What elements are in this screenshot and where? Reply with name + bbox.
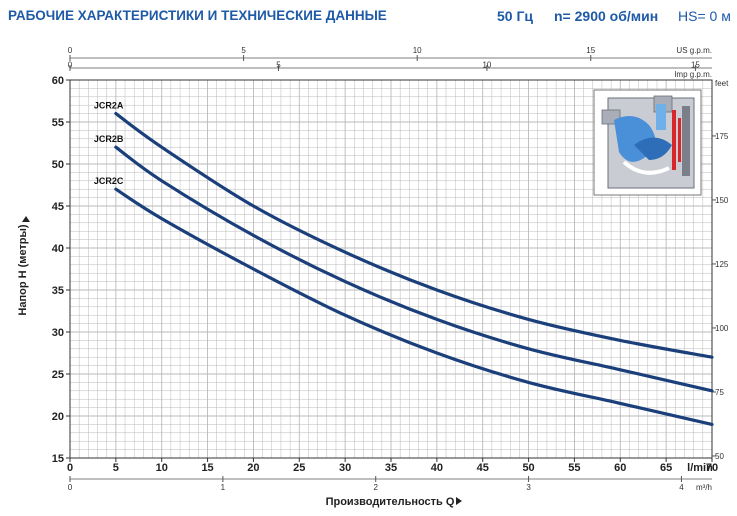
imp-gpm-tick-label: 5 (276, 61, 281, 70)
x-unit-label: l/min (687, 462, 713, 474)
feet-tick-label: 150 (715, 196, 729, 205)
feet-tick-label: 50 (715, 452, 724, 461)
m3h-tick-label: 1 (221, 483, 226, 492)
series-label-jcr2a: JCR2A (94, 101, 124, 111)
x-tick-label: 70 (706, 462, 718, 474)
feet-tick-label: 100 (715, 324, 729, 333)
feet-tick-label: 75 (715, 388, 724, 397)
us-gpm-tick-label: 5 (241, 46, 246, 55)
us-gpm-tick-label: 10 (413, 46, 422, 55)
y-tick-label: 40 (52, 243, 64, 255)
imp-gpm-tick-label: 0 (68, 61, 73, 70)
x-tick-label: 25 (293, 462, 305, 474)
y-tick-label: 55 (52, 117, 64, 129)
x-tick-label: 15 (201, 462, 213, 474)
imp-gpm-unit-label: Imp g.p.m. (674, 70, 712, 79)
x-tick-label: 65 (660, 462, 672, 474)
us-gpm-unit-label: US g.p.m. (676, 46, 712, 55)
m3h-tick-label: 3 (526, 483, 531, 492)
feet-unit-label: feet (715, 79, 729, 88)
us-gpm-tick-label: 0 (68, 46, 73, 55)
m3h-unit-label: m³/h (696, 483, 712, 492)
frequency-label: 50 Гц (497, 8, 534, 24)
m3h-tick-label: 4 (679, 483, 684, 492)
m3h-tick-label: 2 (373, 483, 378, 492)
x-axis-title: Производительность Q (326, 496, 455, 508)
x-tick-label: 55 (568, 462, 580, 474)
series-line-jcr2b (114, 145, 714, 393)
x-tick-label: 20 (247, 462, 259, 474)
hs-label: HS= 0 м (678, 8, 731, 24)
y-tick-label: 35 (52, 285, 64, 297)
x-axis-title-arrow-icon (456, 497, 462, 505)
page-title: РАБОЧИЕ ХАРАКТЕРИСТИКИ И ТЕХНИЧЕСКИЕ ДАН… (8, 8, 387, 23)
y-tick-label: 25 (52, 369, 64, 381)
x-tick-label: 60 (614, 462, 626, 474)
pump-cross-section-icon (593, 89, 702, 196)
x-tick-label: 30 (339, 462, 351, 474)
y-axis-title: Напор H (метры) (17, 224, 29, 315)
x-tick-label: 35 (385, 462, 397, 474)
x-tick-label: 5 (113, 462, 119, 474)
x-tick-label: 40 (431, 462, 443, 474)
imp-gpm-tick-label: 10 (482, 61, 491, 70)
m3h-tick-label: 0 (68, 483, 73, 492)
y-tick-label: 15 (52, 453, 64, 465)
series-label-jcr2b: JCR2B (94, 134, 124, 144)
x-tick-label: 50 (522, 462, 534, 474)
series-label-jcr2c: JCR2C (94, 176, 124, 186)
series-line-jcr2a (114, 112, 714, 359)
feet-tick-label: 125 (715, 260, 729, 269)
y-tick-label: 45 (52, 201, 64, 213)
us-gpm-tick-label: 15 (586, 46, 595, 55)
series-line-jcr2c (114, 187, 714, 426)
chart-series: JCR2A JCR2B JCR2C (94, 101, 714, 426)
y-tick-label: 20 (52, 411, 64, 423)
x-tick-label: 0 (67, 462, 73, 474)
chart-ticks: 0 5 10 15 20 25 30 35 40 45 50 55 60 65 70l/min1520253… (52, 46, 729, 492)
x-tick-label: 45 (477, 462, 489, 474)
x-tick-label: 10 (156, 462, 168, 474)
y-tick-label: 30 (52, 327, 64, 339)
feet-tick-label: 175 (715, 132, 729, 141)
speed-label: n= 2900 об/мин (554, 8, 659, 24)
imp-gpm-tick-label: 15 (691, 61, 700, 70)
y-tick-label: 50 (52, 159, 64, 171)
y-tick-label: 60 (52, 75, 64, 87)
y-axis-title-arrow-icon (22, 216, 30, 222)
